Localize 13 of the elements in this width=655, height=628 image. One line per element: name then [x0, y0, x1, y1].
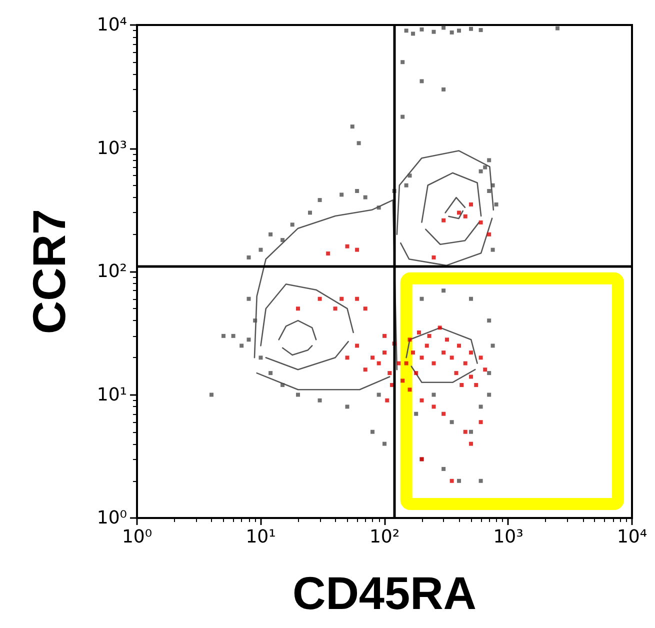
x-tick-label: 10⁰ — [122, 526, 152, 548]
y-tick-label: 10⁰ — [96, 508, 127, 528]
y-tick-label: 10⁴ — [96, 14, 127, 36]
x-tick-label: 10⁴ — [616, 526, 648, 548]
y-axis-title: CCR7 — [23, 208, 75, 334]
y-tick-label: 10³ — [96, 138, 127, 159]
x-tick-label: 10³ — [493, 526, 524, 548]
line-series — [282, 345, 313, 356]
y-tick-label: 10¹ — [96, 384, 127, 406]
x-tick-label: 10¹ — [246, 526, 276, 548]
y-tick-label: 10² — [96, 261, 127, 282]
x-axis-title: CD45RA — [292, 567, 477, 619]
x-tick-label: 10² — [369, 526, 400, 548]
